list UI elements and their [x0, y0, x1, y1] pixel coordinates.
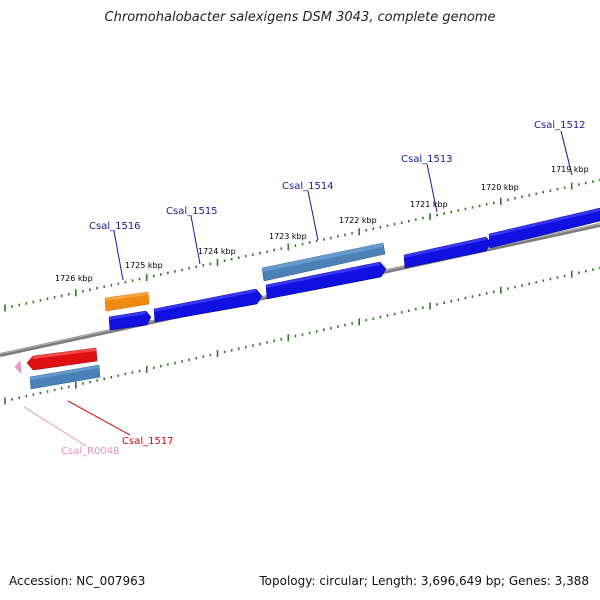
inner-tick-track [4, 266, 600, 405]
gene-label-csal-1514[interactable]: Csal_1514 [282, 181, 334, 192]
gene-label-csal-1513[interactable]: Csal_1513 [401, 154, 453, 165]
gene-label-csal-1515[interactable]: Csal_1515 [166, 206, 218, 217]
outer-tick-track [4, 178, 600, 312]
gene-label-csal-1517[interactable]: Csal_1517 [122, 436, 174, 447]
gene-label-csal-1516[interactable]: Csal_1516 [89, 221, 141, 232]
ncrna-csal-r0048[interactable] [14, 360, 22, 374]
tick-labels: 1719 kbp 1720 kbp 1721 kbp 1722 kbp 1723… [55, 165, 589, 283]
tick-label: 1723 kbp [269, 232, 307, 241]
map-title: Chromohalobacter salexigens DSM 3043, co… [104, 10, 496, 25]
cds-csal-1517[interactable] [26, 347, 98, 371]
gene-labels: Csal_1512 Csal_1513 Csal_1514 Csal_1515 … [61, 120, 586, 457]
genome-summary: Topology: circular; Length: 3,696,649 bp… [259, 574, 589, 588]
gene-label-csal-r0048[interactable]: Csal_R0048 [61, 446, 120, 457]
tick-label: 1726 kbp [55, 274, 93, 283]
gene-label-csal-1512[interactable]: Csal_1512 [534, 120, 586, 131]
forward-features [104, 207, 600, 331]
tick-label: 1724 kbp [198, 247, 236, 256]
reverse-features [14, 347, 101, 390]
tick-label: 1720 kbp [481, 183, 519, 192]
tick-label: 1725 kbp [125, 261, 163, 270]
tick-label: 1721 kbp [410, 200, 448, 209]
tick-label: 1722 kbp [339, 216, 377, 225]
tick-label: 1719 kbp [551, 165, 589, 174]
label-leaders [23, 130, 573, 447]
accession-label: Accession: NC_007963 [9, 574, 146, 588]
